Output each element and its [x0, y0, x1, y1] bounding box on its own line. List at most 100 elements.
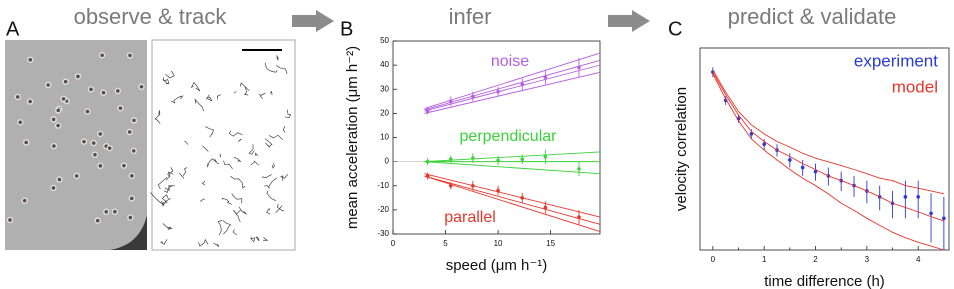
track — [221, 197, 232, 205]
point — [749, 132, 754, 136]
point — [425, 174, 430, 178]
track — [238, 138, 242, 142]
track — [222, 220, 232, 235]
cell — [122, 163, 126, 168]
cell — [46, 83, 50, 87]
track — [205, 126, 215, 138]
model-line — [712, 71, 945, 222]
panel-letter: B — [340, 18, 353, 40]
fit-line — [424, 64, 601, 112]
cell — [89, 87, 93, 92]
track — [207, 158, 217, 168]
track — [262, 237, 269, 241]
point — [788, 158, 792, 162]
track — [205, 94, 213, 102]
track — [150, 192, 164, 206]
track — [255, 236, 260, 242]
fit-line — [424, 151, 601, 163]
track — [233, 156, 242, 163]
track — [219, 153, 221, 158]
track — [269, 90, 273, 96]
track — [154, 110, 161, 124]
x-axis-label: time difference (h) — [764, 273, 885, 289]
x-axis-label: speed (μm h⁻¹) — [446, 257, 548, 274]
fit-line — [424, 175, 601, 225]
track — [284, 109, 292, 119]
point — [800, 165, 805, 170]
track — [277, 203, 284, 212]
fit-line — [424, 71, 601, 114]
point — [577, 65, 581, 70]
track — [233, 91, 237, 94]
y-axis-label: velocity correlation — [673, 87, 690, 211]
track — [184, 140, 189, 145]
track — [198, 239, 209, 247]
cell — [98, 132, 103, 136]
cell — [85, 109, 90, 114]
arrow — [292, 10, 334, 32]
cell — [8, 218, 12, 222]
track — [201, 180, 206, 186]
track — [165, 70, 175, 79]
y-tick-label: 20 — [380, 108, 389, 117]
panel-heading: infer — [449, 4, 492, 29]
x-tick-label: 3 — [865, 255, 870, 264]
cell — [28, 99, 32, 104]
series-label: parallel — [444, 209, 496, 226]
cell — [128, 53, 132, 58]
point — [471, 183, 475, 188]
y-tick-label: -30 — [377, 229, 389, 238]
point — [543, 155, 548, 159]
cell — [76, 74, 80, 79]
track — [162, 78, 169, 85]
track — [199, 198, 206, 202]
track — [271, 163, 275, 169]
point — [520, 196, 525, 200]
x-tick-label: 0 — [711, 255, 716, 264]
cell — [132, 118, 136, 123]
x-tick-label: 15 — [546, 239, 555, 248]
cell — [95, 218, 100, 223]
cell — [104, 209, 109, 214]
point — [916, 195, 920, 199]
point — [520, 157, 525, 162]
point — [577, 215, 581, 219]
point — [543, 205, 548, 210]
track — [231, 193, 243, 204]
x-tick-label: 10 — [494, 239, 503, 248]
point — [425, 109, 430, 113]
cell-decoration — [6, 52, 292, 247]
cell — [91, 141, 96, 145]
y-axis-label: mean acceleration (μm h⁻²) — [344, 46, 361, 229]
track — [182, 167, 188, 177]
track — [157, 177, 167, 190]
cell — [130, 174, 134, 178]
point — [448, 157, 453, 162]
cell — [51, 186, 56, 190]
series-label: perpendicular — [460, 128, 558, 145]
cell — [129, 196, 134, 201]
point — [762, 142, 766, 147]
track — [165, 171, 174, 181]
cell — [100, 53, 104, 58]
fit-line — [424, 173, 601, 218]
track — [264, 177, 277, 189]
track — [268, 134, 283, 140]
cell — [22, 198, 27, 203]
track — [161, 194, 169, 203]
point — [448, 183, 453, 188]
cell — [139, 85, 144, 89]
fit-line — [424, 52, 601, 109]
cell — [107, 146, 112, 150]
x-tick-label: 5 — [443, 239, 448, 248]
cell — [116, 89, 120, 93]
point — [471, 94, 475, 99]
fit-line — [424, 59, 601, 111]
model-line — [712, 69, 944, 195]
track — [190, 81, 201, 92]
track — [223, 160, 233, 170]
cell — [56, 108, 61, 113]
point — [496, 89, 500, 94]
track — [239, 82, 250, 92]
track — [217, 220, 223, 236]
